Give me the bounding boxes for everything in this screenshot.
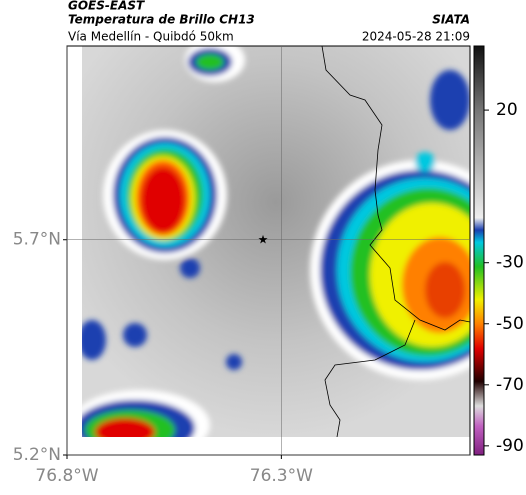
x-tick-label: 76.3°W — [250, 466, 313, 486]
y-tick-label: 5.7°N — [13, 230, 61, 250]
colorbar-tick-label: -70 — [496, 375, 524, 395]
colorbar-tick-label: -30 — [496, 253, 524, 273]
location-marker: ★ — [258, 233, 269, 247]
brand: SIATA — [432, 13, 470, 27]
x-tick-label: 76.8°W — [35, 466, 98, 486]
source: GOES-EAST — [68, 0, 145, 13]
colorbar-tick-label: -50 — [496, 314, 524, 334]
title: Temperatura de Brillo CH13 — [68, 13, 255, 27]
map-image — [82, 46, 470, 437]
timestamp: 2024-05-28 21:09 — [362, 30, 470, 44]
header: GOES-EAST Temperatura de Brillo CH13 SIA… — [68, 0, 470, 44]
colorbar-tick-label: -90 — [496, 436, 524, 456]
colorbar — [473, 45, 485, 456]
y-tick-label: 5.2°N — [13, 445, 61, 465]
axes: 5.7°N 5.2°N76.8°W 76.3°W 20 -30 -50 -70 -90 — [13, 46, 524, 486]
route: Vía Medellín - Quibdó 50km — [68, 30, 234, 44]
colorbar-tick-label: 20 — [496, 100, 518, 120]
